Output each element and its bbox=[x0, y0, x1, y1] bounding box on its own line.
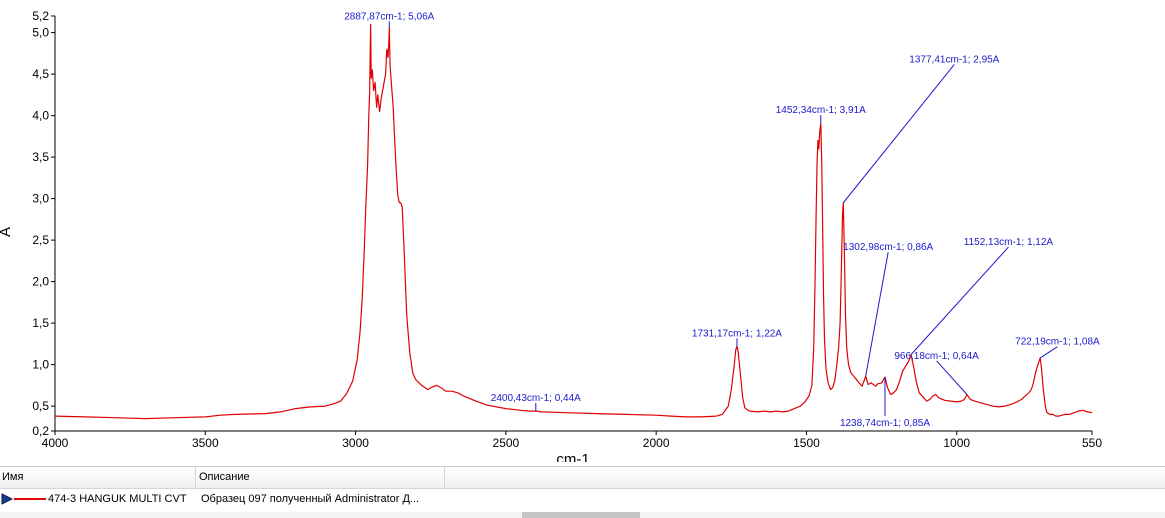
x-tick-label: 2000 bbox=[643, 436, 670, 450]
x-axis-title: cm-1 bbox=[556, 451, 589, 462]
play-arrow-icon bbox=[1, 493, 13, 505]
peak-label: 1302,98cm-1; 0,86A bbox=[843, 242, 933, 253]
y-axis-title: A bbox=[0, 227, 14, 237]
spectrum-chart-svg: 4000 3500 3000 2500 2000 1500 1000 550 0,2 0,5 1,0… bbox=[0, 9, 1102, 462]
series-name: 474-3 HANGUK MULTI CVT bbox=[48, 493, 187, 505]
peak-label: 1452,34cm-1; 3,91A bbox=[776, 105, 866, 116]
peak-label: 1152,13cm-1; 1,12A bbox=[964, 237, 1054, 248]
peak-leader-line bbox=[910, 246, 1009, 355]
peak-label: 1377,41cm-1; 2,95A bbox=[909, 54, 999, 65]
y-tick-label: 0,5 bbox=[32, 399, 49, 413]
x-tick-label: 1000 bbox=[943, 436, 970, 450]
peak-label: 966,18cm-1; 0,64A bbox=[894, 351, 979, 362]
spectrum-chart[interactable]: 4000 3500 3000 2500 2000 1500 1000 550 0,2 0,5 1,0… bbox=[0, 0, 1165, 462]
legend-table: Имя Описание 474-3 HANGUK MULTI CVT Обра… bbox=[0, 466, 1165, 518]
x-tick-label: 2500 bbox=[493, 436, 520, 450]
annotations-layer: 2887,87cm-1; 5,06A 2400,43cm-1; 0,44A 1731… bbox=[344, 11, 1100, 429]
peak-label: 722,19cm-1; 1,08A bbox=[1015, 337, 1100, 348]
series-layer bbox=[54, 23, 1093, 420]
y-tick-label: 4,5 bbox=[32, 67, 49, 81]
y-tick-label: 4,0 bbox=[32, 109, 49, 123]
y-tick-label: 3,5 bbox=[32, 150, 49, 164]
peak-label: 1238,74cm-1; 0,85A bbox=[840, 418, 930, 429]
peak-label: 2887,87cm-1; 5,06A bbox=[344, 11, 434, 22]
y-tick-label: 1,5 bbox=[32, 316, 49, 330]
series-color-swatch bbox=[14, 498, 46, 500]
x-tick-label: 550 bbox=[1082, 436, 1102, 450]
x-tick-label: 4000 bbox=[42, 436, 69, 450]
peak-leader-line bbox=[936, 360, 968, 395]
column-header-description[interactable]: Описание bbox=[197, 467, 445, 488]
x-tick-label: 1500 bbox=[793, 436, 820, 450]
y-tick-label: 0,2 bbox=[32, 424, 49, 438]
y-tick-label: 2,5 bbox=[32, 233, 49, 247]
y-tick-label: 3,0 bbox=[32, 192, 49, 206]
peak-label: 2400,43cm-1; 0,44A bbox=[491, 393, 581, 404]
scrollbar-thumb[interactable] bbox=[522, 512, 640, 518]
axes-layer bbox=[54, 16, 1092, 432]
legend-header: Имя Описание bbox=[0, 467, 1165, 489]
horizontal-scrollbar[interactable] bbox=[0, 512, 1165, 518]
spectrum-series-line bbox=[54, 23, 1093, 420]
legend-row[interactable]: 474-3 HANGUK MULTI CVT Образец 097 получ… bbox=[0, 489, 1165, 509]
series-description: Образец 097 полученный Administrator Д..… bbox=[201, 493, 420, 505]
ticks-layer: 4000 3500 3000 2500 2000 1500 1000 550 0,2 0,5 1,0… bbox=[32, 9, 1102, 450]
x-tick-label: 3000 bbox=[342, 436, 369, 450]
column-header-name[interactable]: Имя bbox=[0, 467, 196, 488]
x-tick-label: 3500 bbox=[192, 436, 219, 450]
peak-leader-line bbox=[865, 251, 889, 377]
y-tick-label: 5,0 bbox=[32, 26, 49, 40]
peak-label: 1731,17cm-1; 1,22A bbox=[692, 328, 782, 339]
y-tick-label: 5,2 bbox=[32, 9, 49, 23]
peak-leader-line bbox=[842, 64, 955, 204]
peak-leader-line bbox=[1039, 346, 1058, 359]
y-tick-label: 2,0 bbox=[32, 275, 49, 289]
y-tick-label: 1,0 bbox=[32, 358, 49, 372]
